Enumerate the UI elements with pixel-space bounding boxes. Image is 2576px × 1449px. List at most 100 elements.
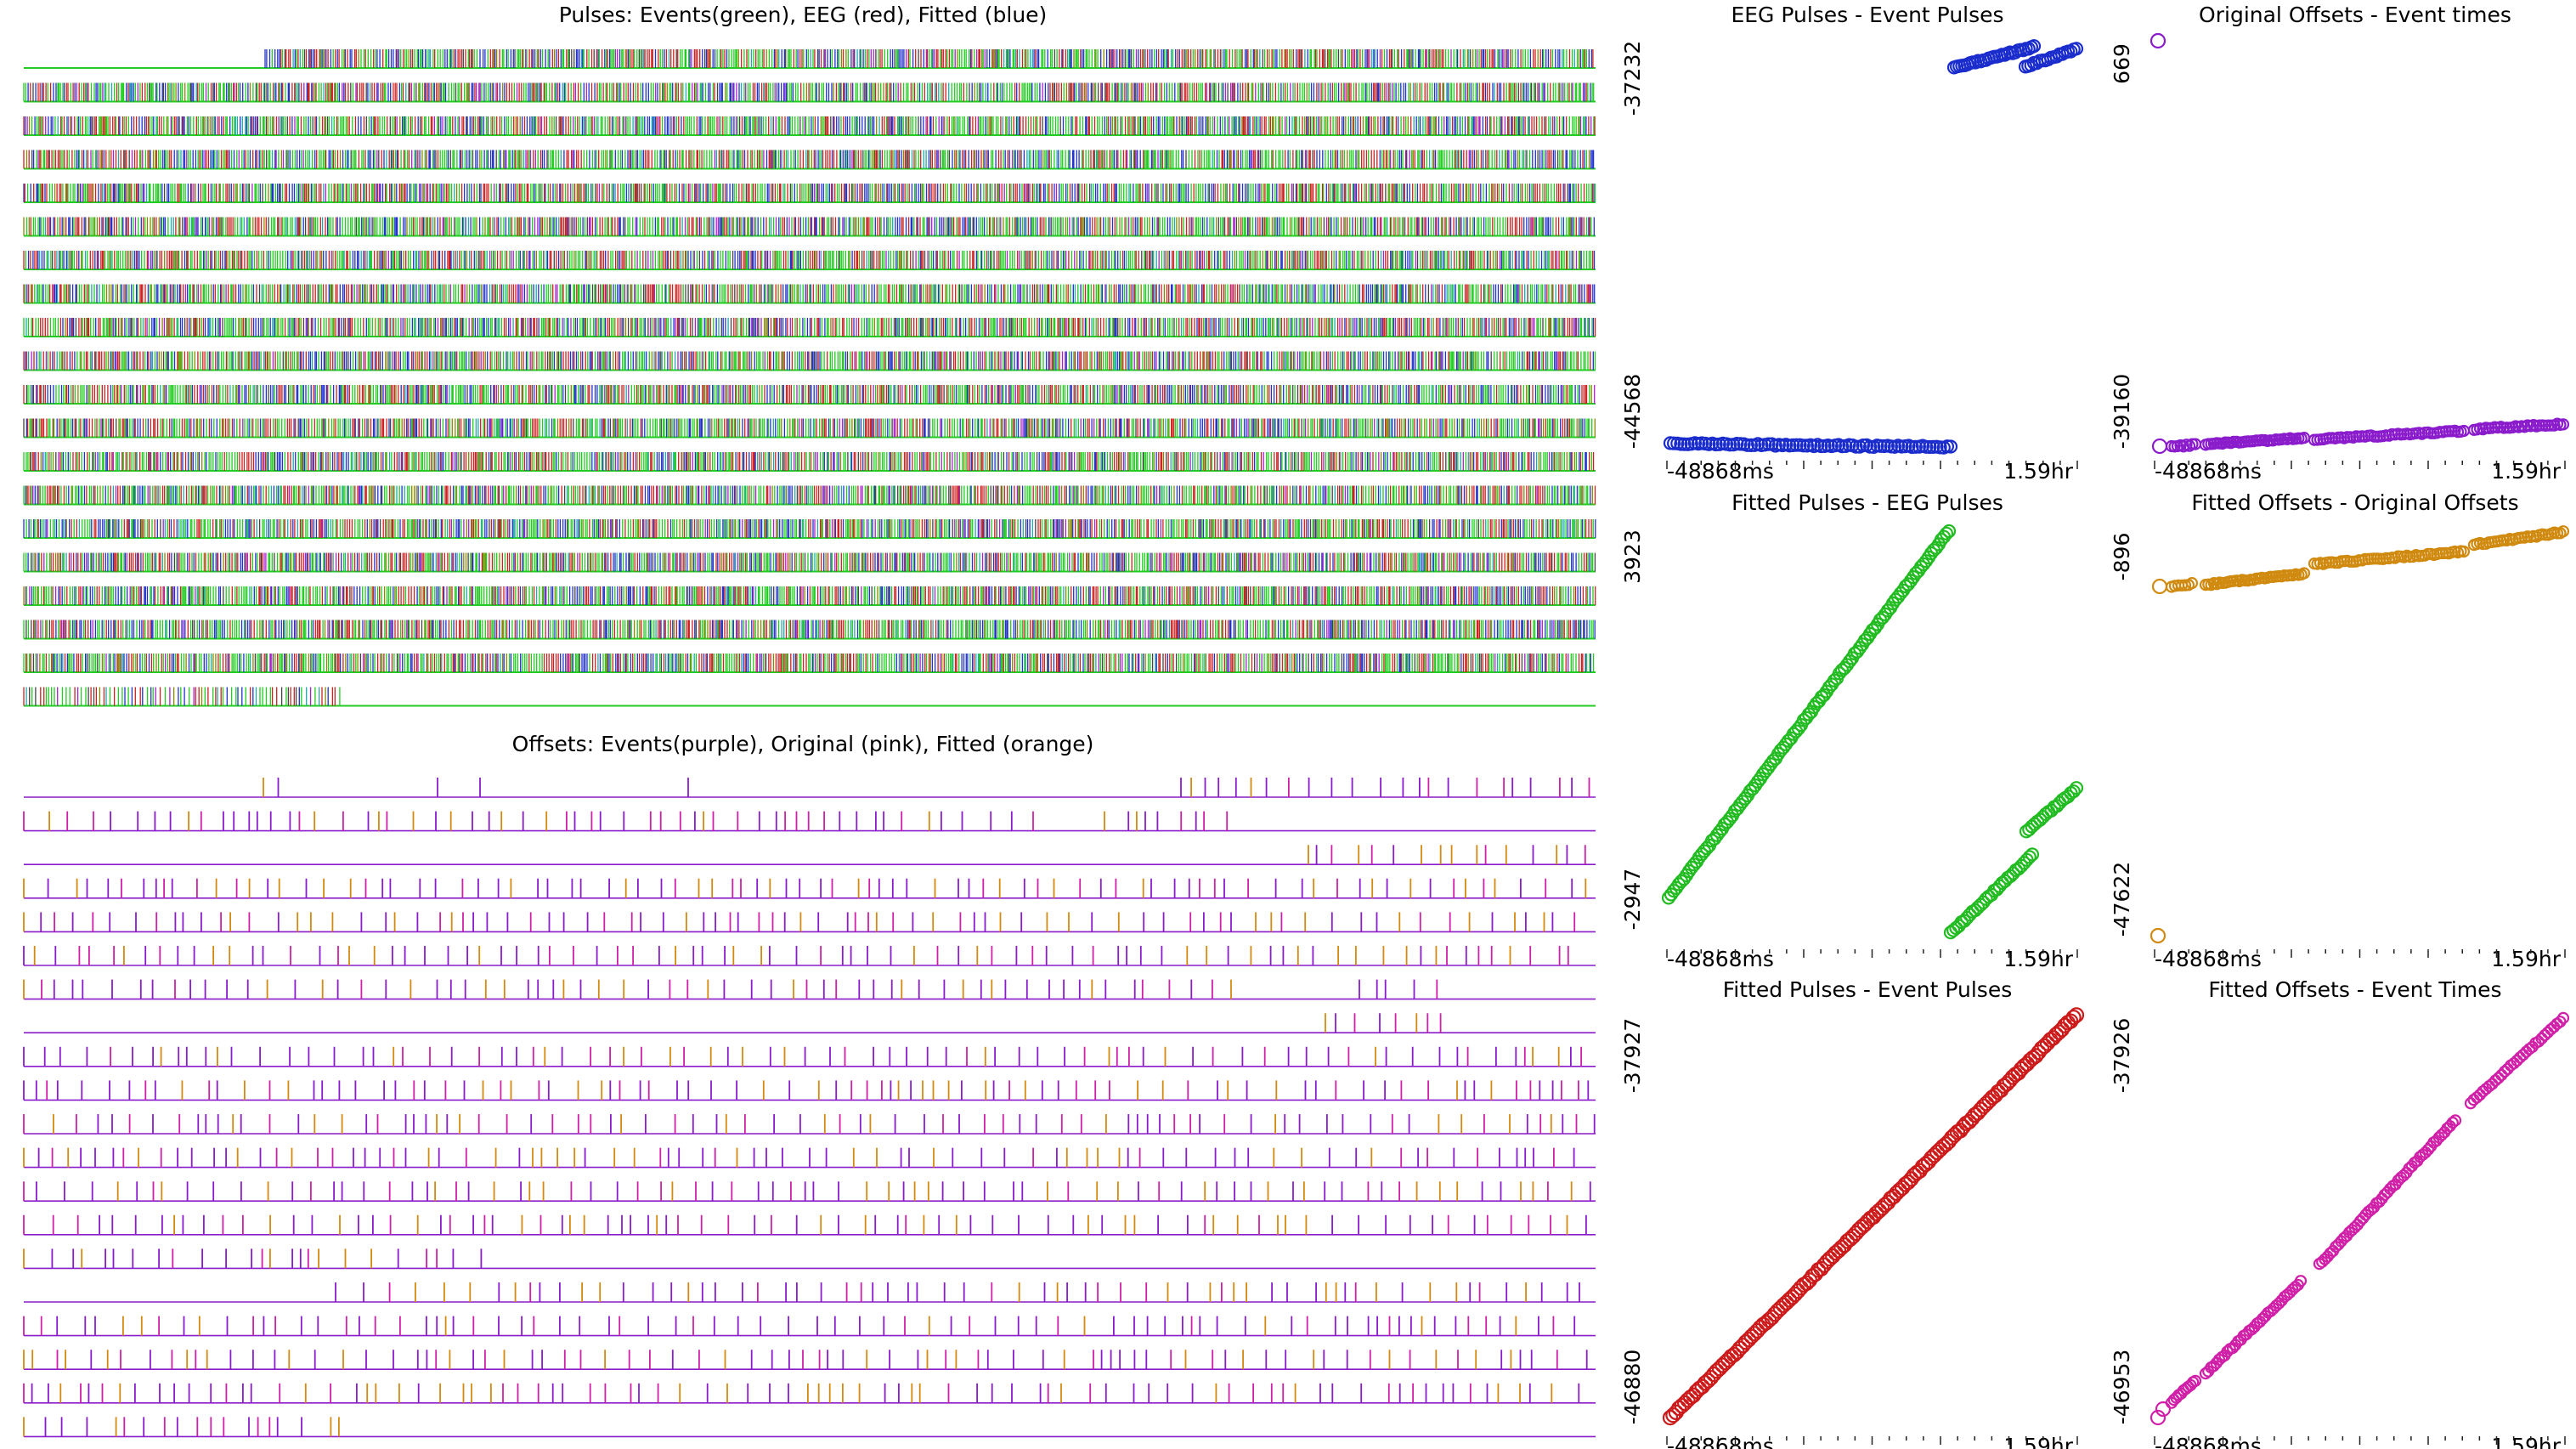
raster-row-ticks xyxy=(53,284,1590,303)
raster-row-ticks xyxy=(41,979,1438,999)
raster-row-ticks xyxy=(23,1350,1512,1370)
raster-row-ticks xyxy=(55,620,1596,639)
raster-row-ticks xyxy=(31,150,1559,169)
raster-row-ticks xyxy=(35,452,1587,471)
raster-row-ticks xyxy=(47,519,1440,538)
data-point xyxy=(2532,1035,2545,1048)
y-tick-bottom: -46880 xyxy=(1620,1350,1645,1425)
raster-row-ticks xyxy=(85,217,1572,236)
raster-row-ticks xyxy=(40,912,1554,932)
eeg-pulses-vs-event-pulses-panel: EEG Pulses - Event Pulses -37232 -44568 … xyxy=(1620,3,2074,484)
raster-row-ticks xyxy=(23,385,1588,404)
raster-row-ticks xyxy=(97,1114,1596,1134)
x-tick-right: 1.59hr xyxy=(2003,947,2074,971)
data-point xyxy=(2189,1374,2202,1387)
raster-row-ticks xyxy=(23,979,1232,999)
data-point xyxy=(2151,578,2168,595)
raster-row-ticks xyxy=(99,687,326,706)
data-point xyxy=(2294,1275,2308,1288)
raster-row-ticks xyxy=(42,586,1596,605)
raster-row-ticks xyxy=(62,552,1494,572)
y-tick-top: -37926 xyxy=(2110,1018,2134,1094)
raster-row-ticks xyxy=(78,946,1569,965)
raster-row-ticks xyxy=(173,1214,1568,1235)
pulse-raster-plot xyxy=(23,49,1596,707)
raster-row-ticks xyxy=(25,217,1592,236)
raster-row-ticks xyxy=(415,1282,1527,1302)
raster-row-ticks xyxy=(53,979,1415,999)
panel-title: Fitted Offsets - Event Times xyxy=(2208,977,2501,1002)
raster-row-ticks xyxy=(76,82,1585,102)
data-point xyxy=(2495,1068,2508,1082)
raster-row-ticks xyxy=(36,150,1587,169)
data-point xyxy=(1849,439,1863,454)
raster-row-ticks xyxy=(56,1350,1558,1370)
raster-row-ticks xyxy=(25,351,1594,371)
raster-row-ticks xyxy=(57,116,1585,135)
raster-row-ticks xyxy=(160,1046,1560,1067)
raster-row-ticks xyxy=(23,1181,1549,1202)
raster-row-ticks xyxy=(112,485,1575,505)
raster-row-ticks xyxy=(65,318,1561,337)
raster-row-ticks xyxy=(1335,1013,1381,1033)
raster-row-ticks xyxy=(51,1147,1555,1168)
raster-row-ticks xyxy=(48,811,1138,831)
raster-row-ticks xyxy=(53,654,1591,672)
fitted-pulses-vs-eeg-pulses-panel: Fitted Pulses - EEG Pulses 3923 -2947 -4… xyxy=(1620,490,2074,971)
data-point xyxy=(2332,1238,2345,1251)
original-offsets-vs-event-times-panel: Original Offsets - Event times 669 -3916… xyxy=(2110,3,2562,484)
data-point xyxy=(2045,1030,2061,1046)
raster-row-ticks xyxy=(1325,1013,1418,1033)
raster-row-ticks xyxy=(25,385,1551,404)
raster-row-ticks xyxy=(280,49,1594,68)
raster-row-ticks xyxy=(121,878,1547,898)
raster-row-ticks xyxy=(35,385,1596,404)
raster-row-ticks xyxy=(76,284,1528,303)
raster-row-ticks xyxy=(53,1114,1552,1134)
x-tick-left: -48868ms xyxy=(1667,1434,1774,1449)
data-point xyxy=(2065,1010,2082,1026)
raster-row-ticks xyxy=(31,687,341,706)
raster-row-ticks xyxy=(25,519,1594,538)
raster-row-ticks xyxy=(23,912,1545,932)
raster-row-ticks xyxy=(23,654,1595,672)
raster-row-ticks xyxy=(292,49,1575,68)
x-tick-right: 1.59hr xyxy=(2491,459,2562,484)
raster-row-ticks xyxy=(167,82,1510,102)
raster-row-ticks xyxy=(85,418,1540,438)
raster-row-ticks xyxy=(28,116,1579,135)
raster-row-ticks xyxy=(27,82,1591,102)
data-point xyxy=(1943,439,1958,454)
data-point xyxy=(2068,1007,2085,1023)
raster-row-ticks xyxy=(25,654,1584,672)
panel-title: Fitted Pulses - Event Pulses xyxy=(1723,977,2013,1002)
raster-row-ticks xyxy=(127,620,1590,639)
raster-row-ticks xyxy=(23,1214,1551,1235)
raster-row-ticks xyxy=(62,654,1499,672)
raster-row-ticks xyxy=(25,418,1585,438)
raster-row-ticks xyxy=(27,552,1590,572)
raster-row-ticks xyxy=(32,150,1595,169)
raster-row-ticks xyxy=(27,485,1596,505)
raster-row-ticks xyxy=(37,654,1569,672)
raster-row-ticks xyxy=(163,184,1568,202)
raster-row-ticks xyxy=(525,49,1508,68)
raster-row-ticks xyxy=(37,150,1527,169)
data-point xyxy=(1674,1397,1690,1414)
raster-row-ticks xyxy=(56,1316,1576,1336)
y-tick-bottom: -47622 xyxy=(2110,862,2134,937)
data-point xyxy=(2556,418,2570,431)
raster-row-ticks xyxy=(30,82,1587,102)
raster-row-ticks xyxy=(30,217,1590,236)
x-tick-left: -48868ms xyxy=(1667,459,1774,484)
data-point xyxy=(1939,526,1954,541)
raster-row-ticks xyxy=(25,586,1472,605)
raster-row-ticks xyxy=(264,49,1593,68)
raster-row-ticks xyxy=(51,1248,483,1269)
raster-row-ticks xyxy=(27,385,1590,404)
data-point xyxy=(2149,927,2166,944)
raster-row-ticks xyxy=(23,82,1595,102)
raster-row-ticks xyxy=(1308,845,1558,865)
raster-row-ticks xyxy=(32,82,1536,102)
raster-row-ticks xyxy=(150,586,1495,605)
